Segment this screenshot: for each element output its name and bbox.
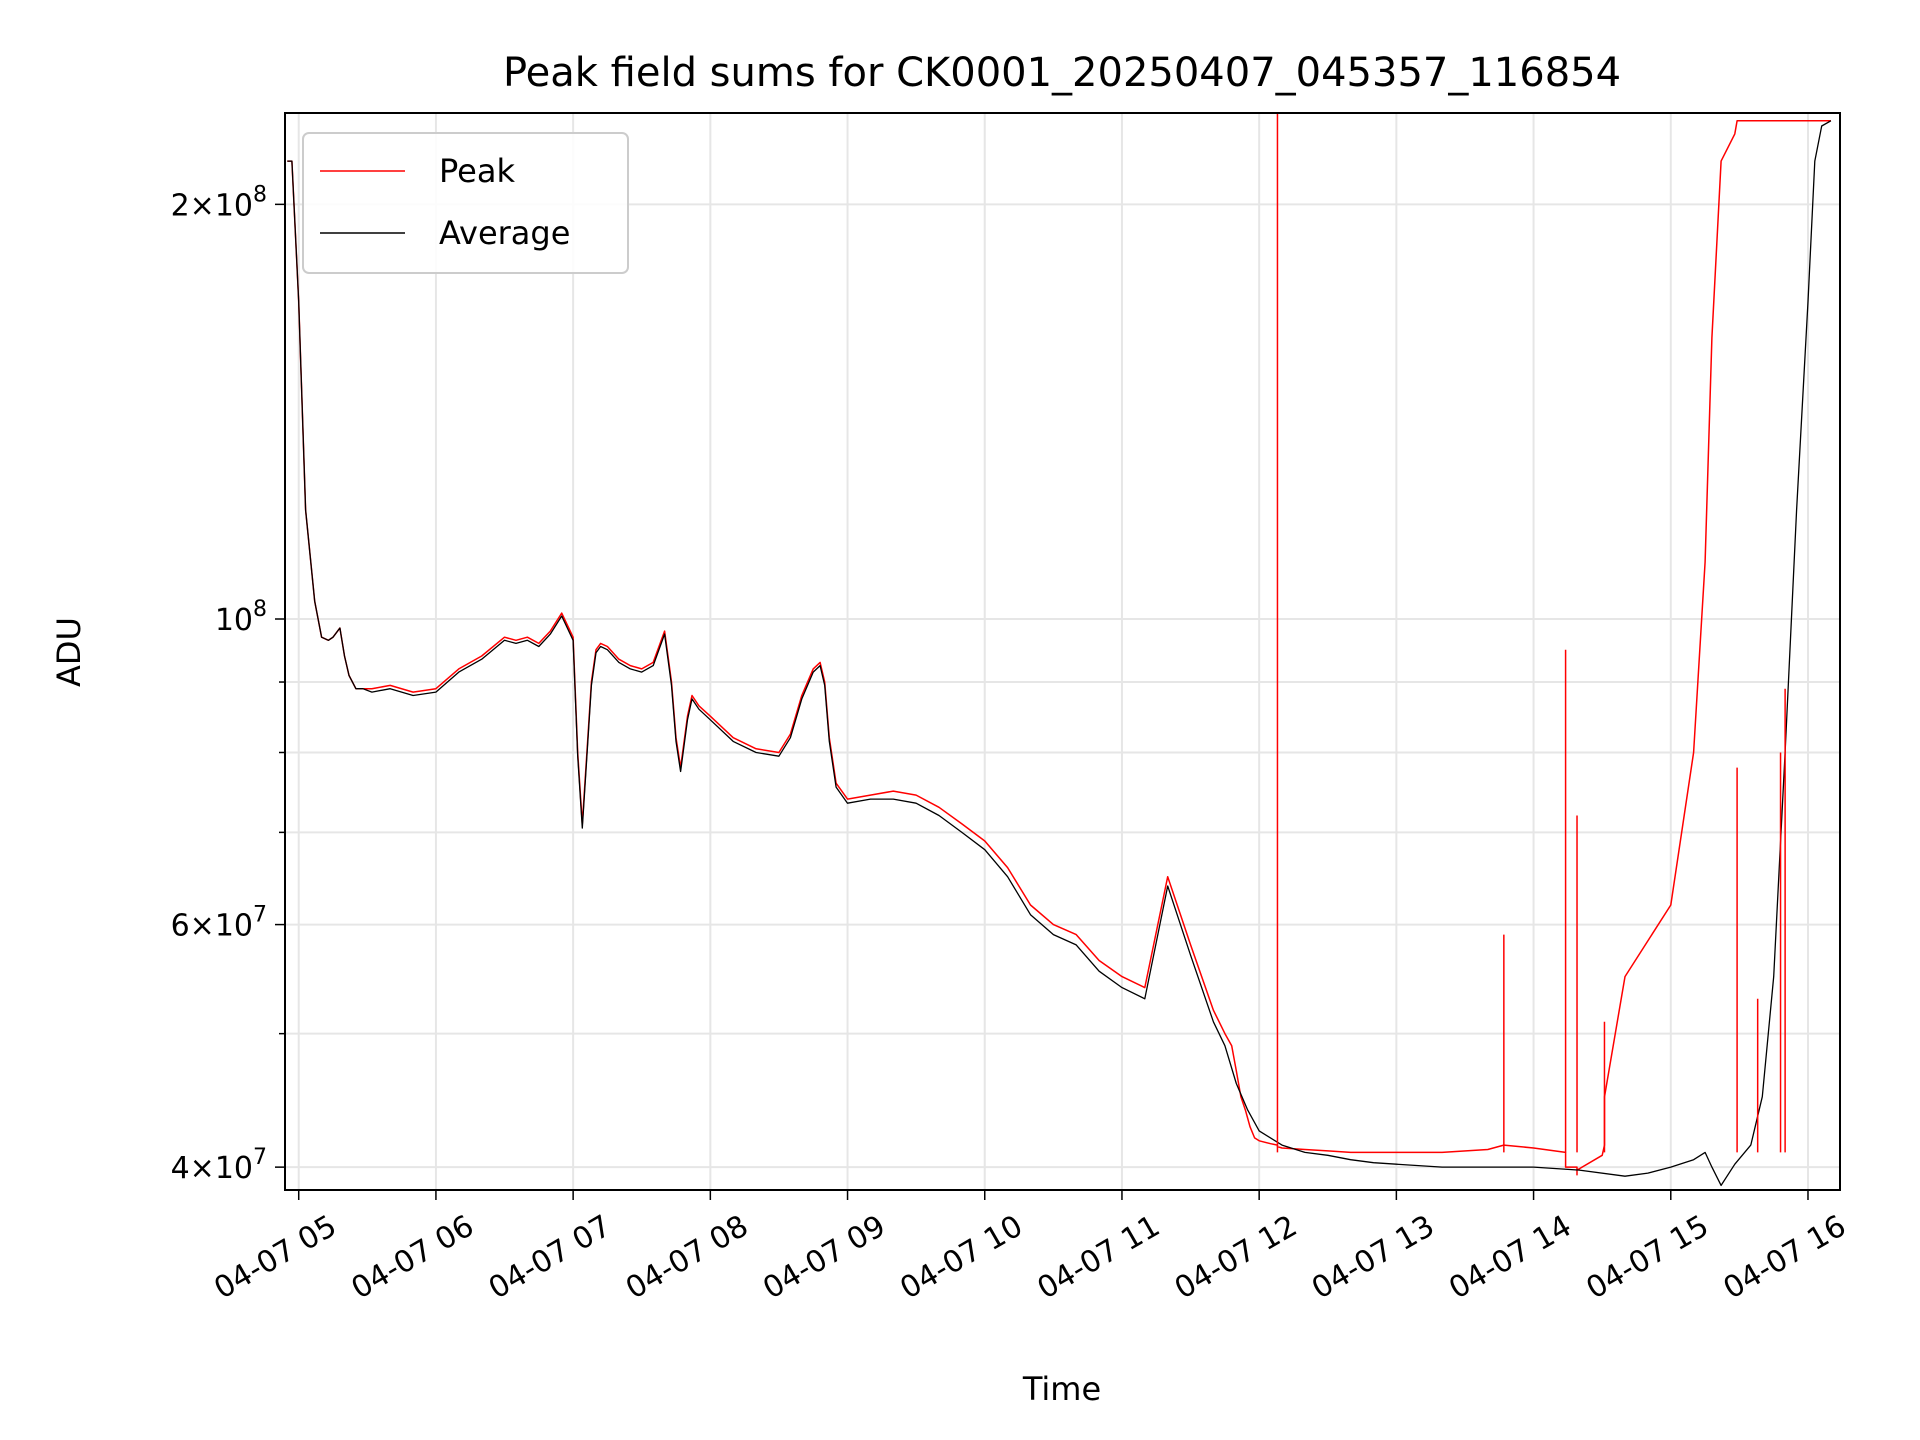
- y-axis: 4×107 6×107 108 2×108: [171, 182, 285, 1186]
- y-tick-label: 108: [215, 597, 267, 638]
- legend-peak-label: Peak: [439, 152, 515, 190]
- series-average-line: [287, 120, 1832, 1187]
- grid: [285, 113, 1840, 1190]
- series-group: [287, 113, 1832, 1187]
- series-layer: [287, 113, 1832, 1187]
- x-axis-label: Time: [1022, 1370, 1101, 1408]
- legend-average-label: Average: [439, 214, 570, 252]
- y-tick-label: 2×108: [171, 182, 267, 223]
- chart-title: Peak field sums for CK0001_20250407_0453…: [503, 50, 1621, 96]
- legend-box: [302, 132, 629, 274]
- y-tick-label: 4×107: [171, 1145, 267, 1186]
- legend: Peak Average: [302, 132, 629, 274]
- y-tick-label: 6×107: [171, 903, 267, 944]
- plot-frame: [284, 112, 1841, 1191]
- y-axis-label: ADU: [50, 617, 88, 687]
